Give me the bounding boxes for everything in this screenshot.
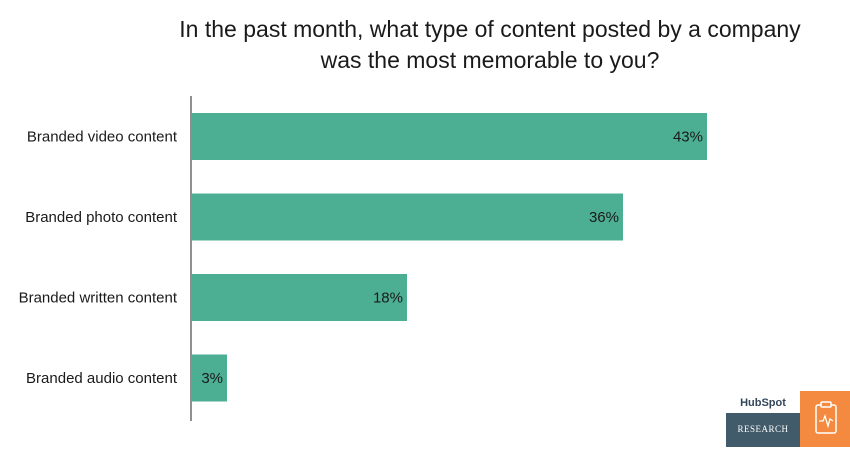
bar (191, 274, 407, 321)
bar (191, 354, 227, 402)
data-label: 3% (201, 370, 223, 387)
hubspot-logo-text: HubSpot (740, 397, 786, 409)
bar (191, 113, 707, 160)
clipboard-pulse-icon (815, 401, 837, 434)
clipboard-panel (800, 391, 850, 447)
chart-title: In the past month, what type of content … (179, 16, 801, 73)
category-label: Branded photo content (25, 209, 178, 226)
research-badge-text: RESEARCH (737, 424, 789, 434)
category-label: Branded audio content (26, 370, 178, 387)
data-label: 43% (673, 129, 703, 146)
category-label: Branded written content (19, 290, 178, 307)
category-label: Branded video content (27, 129, 178, 146)
data-label: 18% (373, 290, 403, 307)
bar (191, 193, 623, 241)
data-label: 36% (589, 209, 619, 226)
research-badge: RESEARCH (726, 413, 800, 447)
